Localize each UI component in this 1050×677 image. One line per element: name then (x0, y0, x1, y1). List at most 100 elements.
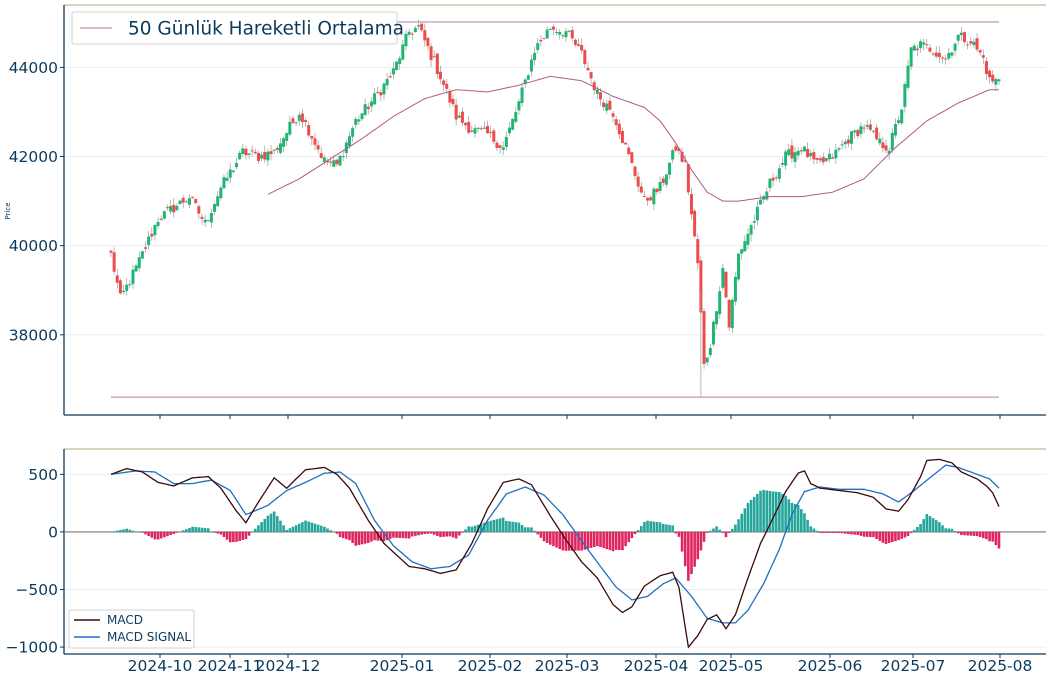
macd-hist-bar-neg (555, 531, 558, 548)
candle-up (755, 206, 759, 221)
macd-hist-bar-pos (730, 528, 734, 532)
candle-down (570, 30, 574, 39)
macd-hist-bar-neg (382, 531, 386, 542)
macd-hist-bar-pos (655, 521, 659, 532)
macd-hist-bar-pos (712, 528, 715, 532)
macd-hist-bar-neg (840, 531, 844, 534)
macd-hist-bar-neg (235, 531, 238, 542)
candle-down (815, 158, 819, 160)
macd-signal-line (110, 464, 1000, 624)
candle-up (482, 127, 486, 129)
candle-up (777, 168, 781, 179)
macd-hist-bar-neg (414, 531, 417, 536)
price-ylabel: Price (4, 202, 12, 219)
candle-down (479, 128, 483, 130)
candle-up (555, 32, 559, 34)
candle-down (551, 26, 555, 30)
candle-up (595, 89, 599, 94)
macd-hist-bar-pos (517, 522, 521, 532)
candle-down (181, 197, 185, 203)
candle-up (743, 241, 747, 252)
candle-down (991, 74, 995, 82)
macd-hist-bar-neg (388, 531, 392, 539)
macd-hist-bar-neg (398, 531, 401, 538)
macd-hist-bar-pos (778, 492, 781, 532)
macd-hist-bar-neg (373, 531, 376, 541)
macd-hist-bar-neg (677, 531, 681, 537)
macd-hist-bar-neg (875, 531, 878, 540)
candle-up (395, 61, 399, 70)
candle-down (118, 280, 122, 294)
candle-down (984, 61, 988, 75)
candle-up (285, 132, 289, 141)
macd-hist-bar-neg (370, 531, 373, 542)
macd-hist-bar-neg (567, 531, 571, 551)
candle-down (649, 197, 653, 201)
macd-hist-bar-pos (508, 521, 511, 532)
candle-down (602, 102, 606, 107)
macd-hist-bar-neg (611, 531, 615, 552)
macd-hist-bar-pos (809, 526, 813, 532)
candle-down (934, 52, 938, 57)
candle-up (235, 162, 239, 168)
macd-hist-bar-pos (257, 525, 260, 532)
macd-hist-bar-neg (542, 531, 546, 542)
macd-hist-bar-pos (762, 489, 765, 532)
candle-down (677, 148, 681, 151)
macd-hist-bar-pos (323, 526, 326, 532)
macd-hist-bar-neg (966, 531, 969, 536)
macd-hist-bar-pos (815, 530, 819, 532)
candle-up (605, 103, 609, 111)
macd-hist-bar-neg (426, 531, 430, 534)
macd-hist-bar-neg (831, 531, 834, 533)
candle-down (426, 37, 430, 47)
candle-down (191, 196, 195, 198)
candle-up (187, 198, 191, 205)
price-ytick-label: 42000 (9, 148, 58, 166)
candle-down (329, 161, 333, 163)
macd-hist-bar-pos (916, 526, 919, 532)
macd-hist-bar-neg (238, 531, 241, 541)
candle-up (360, 113, 364, 120)
macd-hist-bar-pos (715, 526, 718, 532)
macd-hist-bar-pos (181, 530, 185, 532)
macd-hist-bar-pos (950, 528, 954, 532)
candle-up (231, 170, 235, 172)
macd-hist-bar-neg (338, 531, 342, 538)
candle-down (592, 82, 596, 91)
candle-down (928, 47, 932, 52)
macd-hist-bar-neg (850, 531, 853, 535)
candle-up (545, 29, 549, 39)
macd-hist-bar-neg (429, 531, 433, 534)
candle-up (517, 101, 521, 111)
macd-hist-bar-neg (862, 531, 866, 537)
candle-up (909, 47, 913, 67)
candle-up (956, 34, 960, 41)
candle-up (278, 143, 282, 153)
candle-up (853, 130, 857, 133)
macd-hist-bar-pos (765, 490, 769, 532)
candle-up (931, 53, 935, 55)
macd-hist-bar-neg (451, 531, 455, 538)
macd-hist-bar-pos (316, 524, 320, 532)
macd-hist-bar-pos (912, 529, 916, 532)
price-ytick-label: 44000 (9, 59, 58, 77)
candle-up (526, 75, 530, 80)
candle-down (109, 250, 113, 253)
candle-down (586, 67, 590, 71)
macd-hist-bar-neg (564, 531, 568, 551)
candle-up (219, 187, 223, 199)
macd-hist-bar-neg (395, 531, 398, 538)
macd-hist-bar-neg (727, 531, 731, 533)
macd-hist-bar-pos (288, 528, 292, 532)
candle-up (840, 144, 844, 146)
candle-down (806, 148, 810, 158)
macd-hist-bar-neg (407, 531, 411, 539)
candle-up (733, 276, 737, 302)
candle-up (322, 157, 326, 162)
candle-up (859, 126, 863, 134)
candle-down (881, 142, 885, 149)
macd-line (110, 458, 1000, 649)
macd-hist-bar-neg (169, 531, 172, 536)
